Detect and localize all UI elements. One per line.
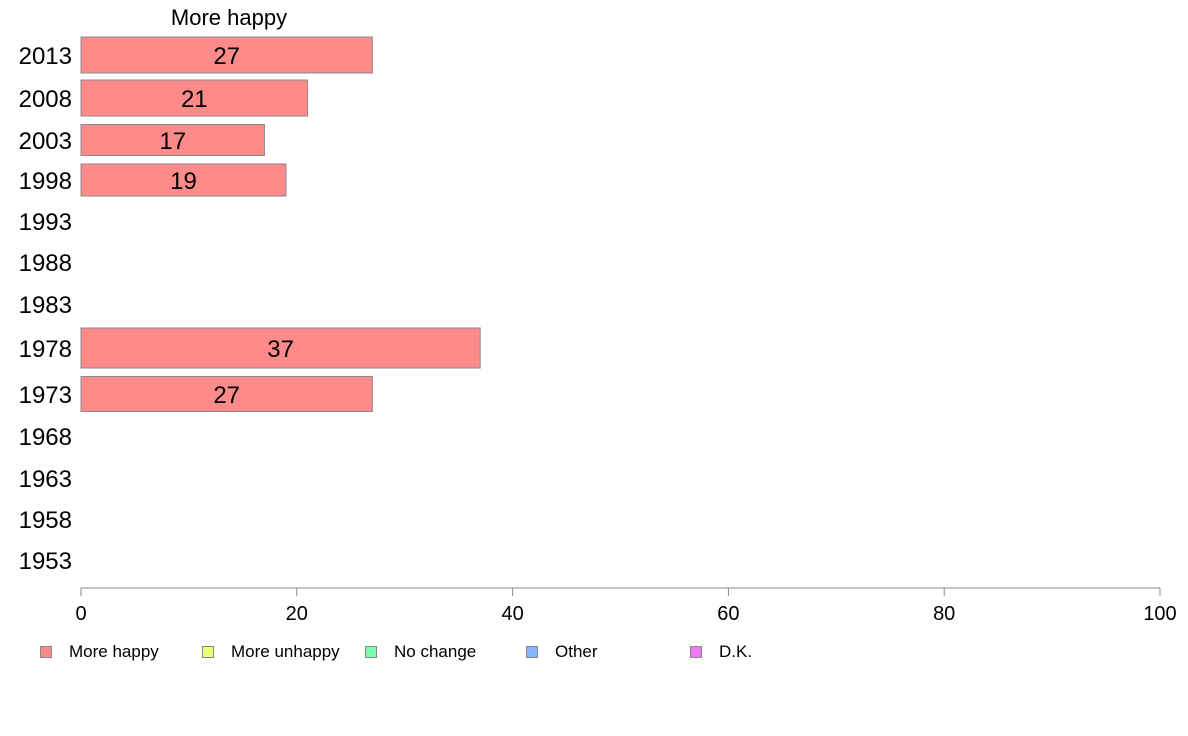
legend-swatch: [526, 646, 538, 658]
bar-value-label-2008: 21: [181, 86, 208, 113]
bar-value-label-2013: 27: [213, 43, 240, 70]
year-label-1988: 1988: [19, 250, 72, 277]
bar-1973: [80, 376, 373, 412]
chart: More happy 2013 2008 2003 1998 1993 1988 1983 1…: [19, 5, 1177, 625]
year-label-2008: 2008: [19, 86, 72, 113]
legend-item: More happy: [40, 642, 159, 662]
year-label-1968: 1968: [19, 424, 72, 451]
legend-swatch: [365, 646, 377, 658]
year-label-1953: 1953: [19, 548, 72, 575]
year-label-1998: 1998: [19, 168, 72, 195]
bar-value-label-2003: 17: [159, 128, 186, 155]
year-label-2013: 2013: [19, 43, 72, 70]
legend-swatch: [202, 646, 214, 658]
bar-1998: [80, 163, 287, 197]
year-label-1993: 1993: [19, 209, 72, 236]
legend-label: More happy: [69, 642, 159, 661]
legend-label: Other: [555, 642, 598, 661]
x-tick-label-20: 20: [286, 603, 308, 625]
legend-item: Other: [526, 642, 598, 662]
x-tick-label-60: 60: [717, 603, 739, 625]
x-tick-label-80: 80: [933, 603, 955, 625]
bar-value-label-1973: 27: [213, 382, 240, 409]
legend: More happy More unhappy No change Other D.K.: [40, 642, 800, 662]
legend-item: D.K.: [690, 642, 752, 662]
legend-label: D.K.: [719, 642, 753, 661]
x-tick-label-0: 0: [75, 603, 86, 625]
legend-label: More unhappy: [231, 642, 340, 661]
year-label-1963: 1963: [19, 466, 72, 493]
year-label-2003: 2003: [19, 128, 72, 155]
legend-label: No change: [394, 642, 477, 661]
bar-2013: [80, 36, 373, 74]
legend-item: No change: [365, 642, 476, 662]
x-tick-label-40: 40: [501, 603, 523, 625]
bar-1978: [80, 327, 481, 369]
legend-item: More unhappy: [202, 642, 340, 662]
x-tick-label-100: 100: [1143, 603, 1176, 625]
x-axis: 0 20 40 60 80 100: [75, 587, 1177, 625]
bar-value-label-1978: 37: [267, 336, 294, 363]
year-label-1978: 1978: [19, 336, 72, 363]
bar-2008: [80, 79, 309, 117]
year-label-1973: 1973: [19, 382, 72, 409]
year-label-1983: 1983: [19, 292, 72, 319]
bar-2003: [80, 124, 265, 156]
legend-swatch: [690, 646, 702, 658]
year-label-1958: 1958: [19, 507, 72, 534]
year-labels: 2013 2008 2003 1998 1993 1988 1983 1978 1973 1968…: [19, 43, 72, 575]
bar-value-label-1998: 19: [170, 168, 197, 195]
panel-title: More happy: [171, 5, 287, 30]
legend-swatch: [40, 646, 52, 658]
